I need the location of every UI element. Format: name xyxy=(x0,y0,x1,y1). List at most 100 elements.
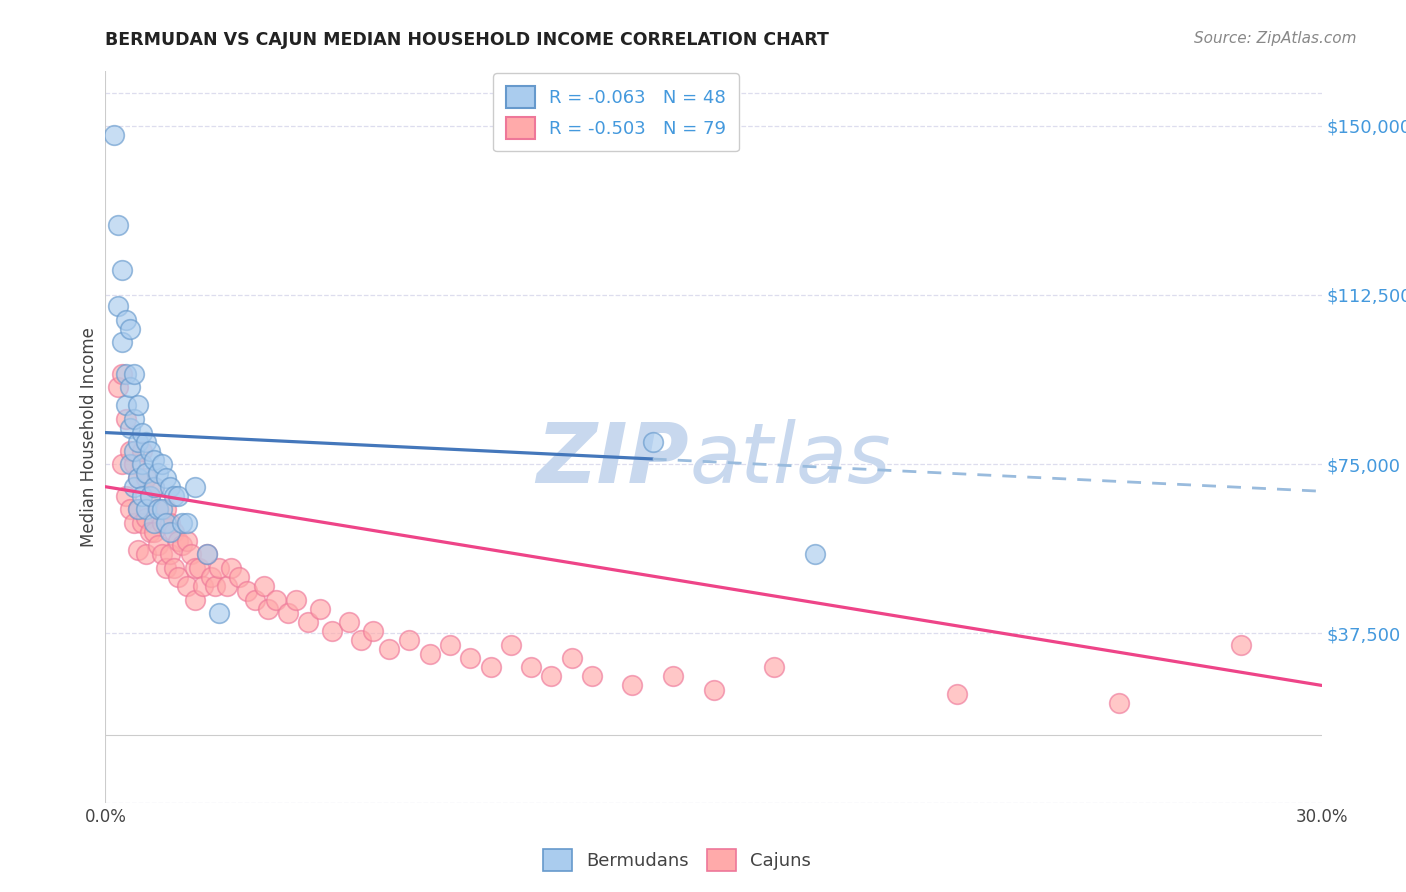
Point xyxy=(114,399,136,413)
Point xyxy=(155,471,177,485)
Point xyxy=(127,502,149,516)
Point xyxy=(135,471,157,485)
Point xyxy=(146,466,169,480)
Point xyxy=(107,218,129,232)
Point xyxy=(204,579,226,593)
Point xyxy=(172,516,194,530)
Point xyxy=(183,561,205,575)
Point xyxy=(155,516,177,530)
Point xyxy=(159,548,181,562)
Point xyxy=(479,660,502,674)
Point xyxy=(309,601,332,615)
Point xyxy=(167,489,190,503)
Point xyxy=(111,367,134,381)
Point xyxy=(135,548,157,562)
Point xyxy=(419,647,441,661)
Point xyxy=(127,399,149,413)
Point xyxy=(297,615,319,630)
Point xyxy=(127,434,149,449)
Point xyxy=(337,615,360,630)
Point xyxy=(146,538,169,552)
Point xyxy=(139,489,162,503)
Point xyxy=(361,624,384,639)
Point xyxy=(277,606,299,620)
Point xyxy=(143,516,166,530)
Point xyxy=(252,579,274,593)
Point xyxy=(804,548,827,562)
Point xyxy=(702,682,725,697)
Point xyxy=(167,533,190,548)
Point xyxy=(114,489,136,503)
Point xyxy=(143,524,166,539)
Point xyxy=(114,367,136,381)
Point xyxy=(131,489,153,503)
Point xyxy=(118,457,141,471)
Point xyxy=(163,524,186,539)
Point xyxy=(159,516,181,530)
Point xyxy=(131,443,153,458)
Point xyxy=(561,651,583,665)
Point xyxy=(118,421,141,435)
Point xyxy=(118,443,141,458)
Point xyxy=(499,638,522,652)
Point xyxy=(621,678,644,692)
Point xyxy=(167,570,190,584)
Point xyxy=(439,638,461,652)
Point xyxy=(146,502,169,516)
Text: atlas: atlas xyxy=(689,418,891,500)
Text: Source: ZipAtlas.com: Source: ZipAtlas.com xyxy=(1194,31,1357,46)
Point xyxy=(150,548,173,562)
Point xyxy=(122,457,145,471)
Point xyxy=(662,669,685,683)
Point xyxy=(146,502,169,516)
Point xyxy=(208,561,231,575)
Point xyxy=(200,570,222,584)
Point xyxy=(127,543,149,558)
Point xyxy=(118,322,141,336)
Point xyxy=(378,642,401,657)
Text: ZIP: ZIP xyxy=(537,418,689,500)
Point xyxy=(127,471,149,485)
Point xyxy=(111,457,134,471)
Point xyxy=(187,561,209,575)
Y-axis label: Median Household Income: Median Household Income xyxy=(80,327,98,547)
Point xyxy=(1229,638,1251,652)
Point xyxy=(135,511,157,525)
Point xyxy=(217,579,239,593)
Point xyxy=(219,561,242,575)
Point xyxy=(176,516,198,530)
Point xyxy=(150,457,173,471)
Text: BERMUDAN VS CAJUN MEDIAN HOUSEHOLD INCOME CORRELATION CHART: BERMUDAN VS CAJUN MEDIAN HOUSEHOLD INCOM… xyxy=(105,31,830,49)
Point xyxy=(127,502,149,516)
Point xyxy=(127,471,149,485)
Point xyxy=(1108,697,1130,711)
Point xyxy=(139,443,162,458)
Point xyxy=(139,524,162,539)
Point xyxy=(398,633,420,648)
Point xyxy=(520,660,543,674)
Point xyxy=(118,380,141,394)
Point xyxy=(103,128,125,142)
Point xyxy=(122,367,145,381)
Point xyxy=(191,579,214,593)
Point xyxy=(458,651,481,665)
Point xyxy=(763,660,786,674)
Point xyxy=(150,502,173,516)
Point xyxy=(163,561,186,575)
Point xyxy=(183,480,205,494)
Point xyxy=(176,533,198,548)
Point xyxy=(208,606,231,620)
Point xyxy=(641,434,664,449)
Point xyxy=(176,579,198,593)
Point xyxy=(114,312,136,326)
Point xyxy=(122,480,145,494)
Point xyxy=(122,516,145,530)
Point xyxy=(195,548,218,562)
Point xyxy=(118,502,141,516)
Point xyxy=(264,592,287,607)
Point xyxy=(172,538,194,552)
Point xyxy=(163,489,186,503)
Point xyxy=(350,633,373,648)
Point xyxy=(155,561,177,575)
Point xyxy=(135,466,157,480)
